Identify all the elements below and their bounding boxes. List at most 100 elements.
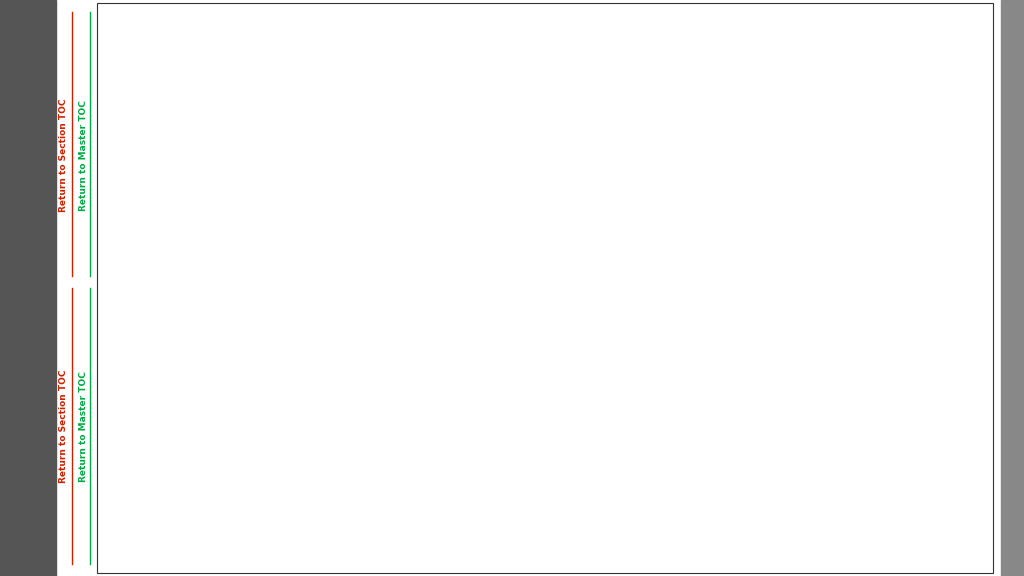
Bar xyxy=(271,89,333,112)
Circle shape xyxy=(146,232,232,281)
Text: 5: 5 xyxy=(877,539,881,544)
Circle shape xyxy=(329,190,337,194)
Circle shape xyxy=(889,533,918,550)
Bar xyxy=(717,113,804,137)
Text: W: W xyxy=(720,112,728,122)
Circle shape xyxy=(779,122,792,129)
Text: N: N xyxy=(657,467,664,472)
Circle shape xyxy=(565,300,627,334)
Text: +: + xyxy=(214,180,222,191)
Text: 2: 2 xyxy=(950,539,954,544)
Text: Y: Y xyxy=(248,249,252,255)
Text: IDLER
CONTROL
P.C. BOARD: IDLER CONTROL P.C. BOARD xyxy=(737,89,782,109)
Circle shape xyxy=(767,234,783,244)
Circle shape xyxy=(718,122,730,129)
Text: IGNITION SWITCH: IGNITION SWITCH xyxy=(268,73,336,82)
Text: ELECTRICAL SYMBOLS PER E-1537: ELECTRICAL SYMBOLS PER E-1537 xyxy=(334,491,465,500)
Text: +: + xyxy=(734,509,744,520)
Text: U: U xyxy=(581,318,587,327)
Text: START BUTTON: START BUTTON xyxy=(127,76,184,85)
Circle shape xyxy=(964,533,992,550)
Text: Y: Y xyxy=(783,112,787,122)
Circle shape xyxy=(892,342,904,349)
Bar xyxy=(760,213,826,251)
Text: 4: 4 xyxy=(901,539,905,544)
Text: DISTRIBUTOR: DISTRIBUTOR xyxy=(374,216,425,225)
Text: AUX POWER
RECEPTACLE: AUX POWER RECEPTACLE xyxy=(538,427,584,440)
Text: G 00: G 00 xyxy=(883,14,909,24)
Text: 3: 3 xyxy=(925,539,929,544)
Text: S-17298: S-17298 xyxy=(477,49,547,64)
Circle shape xyxy=(195,259,215,271)
Circle shape xyxy=(337,190,345,194)
Circle shape xyxy=(410,346,424,354)
Text: START
MOTOR: START MOTOR xyxy=(409,364,435,377)
Circle shape xyxy=(607,78,658,107)
Text: BATTERY
AMMETER: BATTERY AMMETER xyxy=(406,85,444,105)
Text: R: R xyxy=(397,223,401,229)
Circle shape xyxy=(381,348,463,395)
Text: OIL PRESSURE
SWITCH: OIL PRESSURE SWITCH xyxy=(392,281,446,301)
Circle shape xyxy=(321,190,329,194)
Text: H: H xyxy=(133,268,138,274)
Text: B: B xyxy=(762,112,768,122)
Circle shape xyxy=(139,97,152,104)
Text: -: - xyxy=(437,132,443,146)
Text: IDLER
SOLENOID: IDLER SOLENOID xyxy=(565,180,602,192)
Bar xyxy=(676,279,748,334)
Text: A: A xyxy=(853,539,857,544)
Circle shape xyxy=(864,342,877,349)
Text: -: - xyxy=(200,313,204,323)
Text: IDLER CONTROL
SWITCH: IDLER CONTROL SWITCH xyxy=(454,242,512,255)
Circle shape xyxy=(164,259,184,271)
Text: G: G xyxy=(629,87,637,97)
Circle shape xyxy=(878,342,890,349)
Text: NEG O: NEG O xyxy=(737,472,761,478)
Circle shape xyxy=(912,533,941,550)
Text: 1: 1 xyxy=(976,539,980,544)
Text: Return to Master TOC: Return to Master TOC xyxy=(80,100,88,211)
Text: O POS: O POS xyxy=(592,472,614,478)
Text: B: B xyxy=(413,179,418,184)
Text: MV: MV xyxy=(780,217,793,226)
Text: METER SHUNT
(OPTIONAL): METER SHUNT (OPTIONAL) xyxy=(783,439,836,453)
Circle shape xyxy=(376,105,474,160)
Circle shape xyxy=(191,168,269,212)
Text: Y: Y xyxy=(802,135,806,141)
Text: GROUND
TO ENGINE: GROUND TO ENGINE xyxy=(264,368,305,381)
Bar xyxy=(0,0,56,576)
Text: B: B xyxy=(641,177,645,183)
Circle shape xyxy=(905,342,918,349)
Text: IGNITION
COIL: IGNITION COIL xyxy=(213,212,248,232)
Bar xyxy=(1001,0,1024,576)
Bar xyxy=(717,436,776,464)
Circle shape xyxy=(841,533,869,550)
Text: SELECTOR
SWITCH: SELECTOR SWITCH xyxy=(872,247,909,260)
Text: B: B xyxy=(341,94,345,100)
Text: R: R xyxy=(858,343,862,348)
Circle shape xyxy=(564,398,593,414)
Circle shape xyxy=(550,390,607,422)
Circle shape xyxy=(767,226,783,235)
Circle shape xyxy=(738,122,751,129)
Circle shape xyxy=(300,180,366,217)
Text: +: + xyxy=(404,119,415,132)
Text: W: W xyxy=(668,166,674,172)
Text: Y: Y xyxy=(372,200,376,206)
Text: AC: AC xyxy=(183,245,196,256)
Bar xyxy=(97,3,993,573)
Text: DIAGRAMS: DIAGRAMS xyxy=(444,17,580,37)
Text: R: R xyxy=(257,273,261,279)
Circle shape xyxy=(938,533,967,550)
Text: -: - xyxy=(686,509,690,520)
Text: GROUND
TO BASE: GROUND TO BASE xyxy=(147,368,180,381)
Text: ENGINE HOUR
METER (OPTIONAL): ENGINE HOUR METER (OPTIONAL) xyxy=(518,310,588,324)
Text: TO
EXCITER
OUTPUT: TO EXCITER OUTPUT xyxy=(753,484,781,503)
Text: Return to Master TOC: Return to Master TOC xyxy=(80,371,88,482)
Text: B: B xyxy=(822,311,826,317)
Circle shape xyxy=(160,97,172,104)
Bar xyxy=(556,173,612,199)
Text: LEAD COLOR CODE:
B - BLACK          U - BLUE
H - BROWN & WHITE  W - WHITE
N - BR: LEAD COLOR CODE: B - BLACK U - BLUE H - … xyxy=(230,406,353,457)
Circle shape xyxy=(759,122,771,129)
Text: VOLT-AMMETER
(OPTIONAL): VOLT-AMMETER (OPTIONAL) xyxy=(837,214,893,228)
